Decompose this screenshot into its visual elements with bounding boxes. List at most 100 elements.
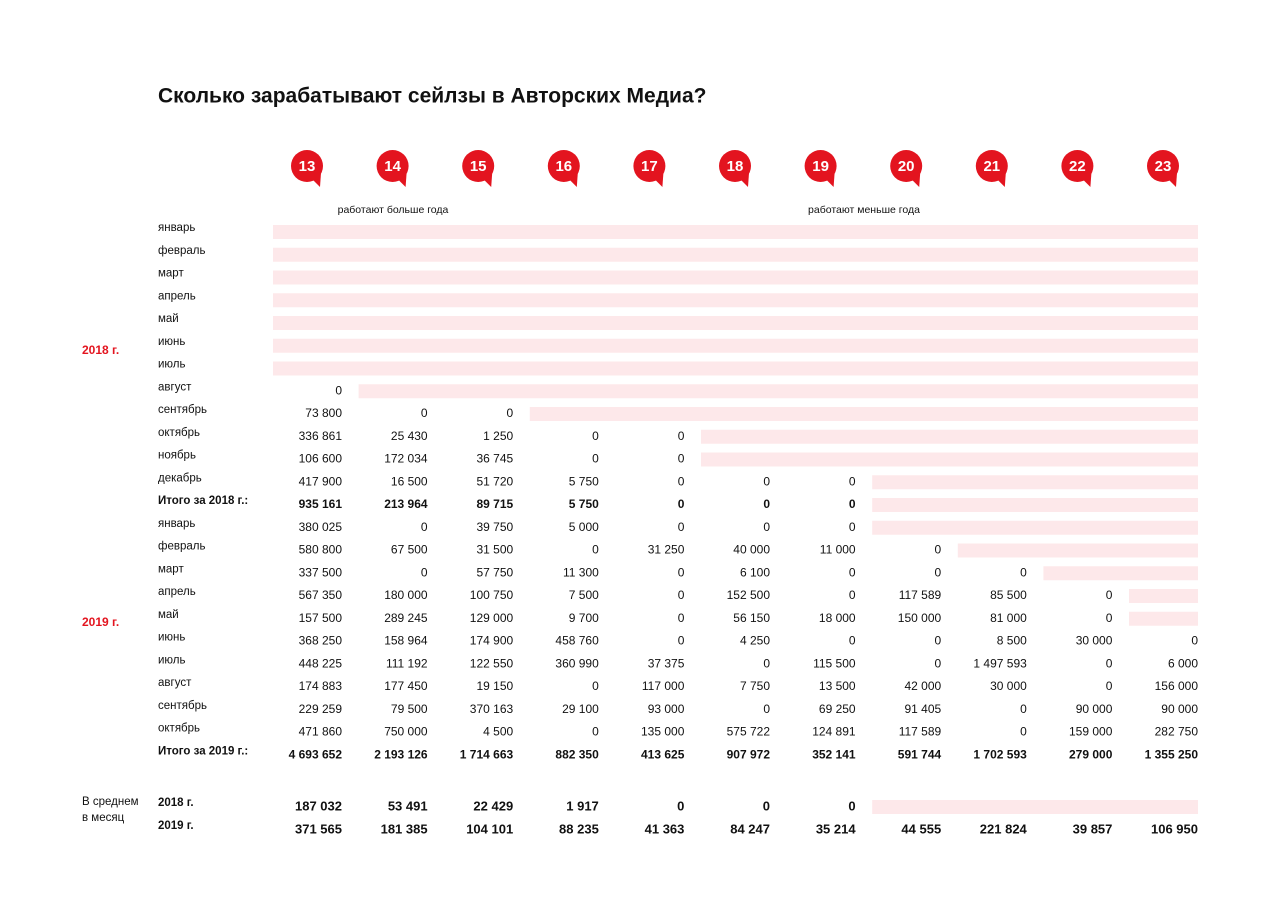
- row-label: май: [158, 609, 179, 621]
- column-number: 20: [898, 158, 915, 175]
- cell: 57 750: [476, 565, 513, 579]
- bubble: [890, 150, 923, 182]
- cell: 5 750: [569, 497, 599, 511]
- cell: 1 917: [566, 798, 599, 813]
- empty-bar: [273, 270, 1198, 285]
- cell: 0: [848, 798, 855, 813]
- column-number: 14: [384, 158, 401, 175]
- column-number: 19: [812, 158, 829, 175]
- cell: 0: [592, 452, 599, 466]
- column-number: 16: [555, 158, 572, 175]
- cell: 360 990: [555, 656, 599, 670]
- cell: 88 235: [559, 821, 599, 836]
- cell: 458 760: [555, 634, 599, 648]
- cell: 371 565: [295, 821, 342, 836]
- cell: 51 720: [476, 474, 513, 488]
- cell: 1 497 593: [973, 656, 1027, 670]
- cell: 100 750: [470, 588, 514, 602]
- row-label: январь: [158, 222, 195, 234]
- cell: 56 150: [733, 611, 770, 625]
- cell: 1 355 250: [1145, 747, 1199, 761]
- cell: 380 025: [299, 520, 343, 534]
- cell: 117 000: [642, 679, 685, 693]
- cell: 0: [935, 656, 942, 670]
- average-label: В среднем: [82, 796, 139, 808]
- bubble: [1147, 150, 1179, 182]
- cell: 37 375: [648, 656, 685, 670]
- cell: 11 000: [820, 543, 856, 557]
- cell: 89 715: [476, 497, 513, 511]
- cell: 0: [421, 565, 428, 579]
- cell: 336 861: [299, 429, 343, 443]
- empty-bar: [872, 520, 1198, 535]
- cell: 0: [849, 474, 856, 488]
- cell: 150 000: [898, 611, 942, 625]
- cell: 1 702 593: [973, 747, 1027, 761]
- cell: 104 101: [466, 821, 513, 836]
- cell: 935 161: [299, 497, 343, 511]
- cell: 0: [678, 474, 685, 488]
- cell: 42 000: [904, 679, 941, 693]
- cell: 0: [763, 497, 770, 511]
- cell: 417 900: [299, 474, 343, 488]
- cell: 0: [678, 588, 685, 602]
- cell: 0: [849, 634, 856, 648]
- cell: 7 750: [740, 679, 770, 693]
- row-label: Итого за 2019 г.:: [158, 745, 248, 757]
- cell: 69 250: [819, 702, 856, 716]
- cell: 591 744: [898, 747, 942, 761]
- cell: 352 141: [812, 747, 856, 761]
- row-label: октябрь: [158, 427, 200, 439]
- cell: 0: [592, 429, 599, 443]
- cell: 29 100: [562, 702, 599, 716]
- cell: 25 430: [391, 429, 428, 443]
- cell: 4 500: [483, 725, 513, 739]
- cell: 0: [1106, 656, 1113, 670]
- cell: 282 750: [1155, 725, 1199, 739]
- cell: 413 625: [641, 747, 685, 761]
- cell: 35 214: [816, 821, 857, 836]
- cell: 73 800: [305, 406, 342, 420]
- bubble: [547, 150, 580, 182]
- cell: 30 000: [1076, 634, 1113, 648]
- cell: 370 163: [470, 702, 514, 716]
- cell: 213 964: [384, 497, 428, 511]
- column-number: 23: [1155, 158, 1172, 175]
- cell: 6 100: [740, 565, 770, 579]
- cell: 0: [421, 406, 428, 420]
- cell: 115 500: [813, 656, 856, 670]
- cell: 9 700: [569, 611, 599, 625]
- cell: 159 000: [1069, 725, 1113, 739]
- bubble: [804, 150, 837, 182]
- cell: 84 247: [730, 821, 770, 836]
- cell: 156 000: [1155, 679, 1199, 693]
- cell: 187 032: [295, 798, 342, 813]
- cell: 177 450: [384, 679, 428, 693]
- row-label: июнь: [158, 336, 185, 348]
- empty-bar: [273, 293, 1198, 308]
- cell: 0: [678, 634, 685, 648]
- row-label: ноябрь: [158, 450, 196, 462]
- bubble: [719, 150, 751, 182]
- bubble: [975, 150, 1008, 182]
- empty-bar: [273, 361, 1198, 376]
- cell: 0: [763, 656, 770, 670]
- cell: 0: [763, 798, 770, 813]
- cell: 18 000: [819, 611, 856, 625]
- cell: 181 385: [381, 821, 428, 836]
- cell: 39 857: [1073, 821, 1113, 836]
- cell: 124 891: [812, 725, 856, 739]
- cell: 907 972: [727, 747, 771, 761]
- row-label: март: [158, 563, 184, 575]
- row-label: июль: [158, 359, 186, 371]
- row-label: август: [158, 677, 192, 689]
- cell: 30 000: [990, 679, 1027, 693]
- empty-bar: [872, 475, 1198, 490]
- row-label: август: [158, 381, 192, 393]
- cell: 368 250: [299, 634, 343, 648]
- cell: 0: [678, 565, 685, 579]
- column-number: 18: [727, 158, 744, 175]
- cell: 180 000: [384, 588, 428, 602]
- cell: 580 800: [299, 543, 343, 557]
